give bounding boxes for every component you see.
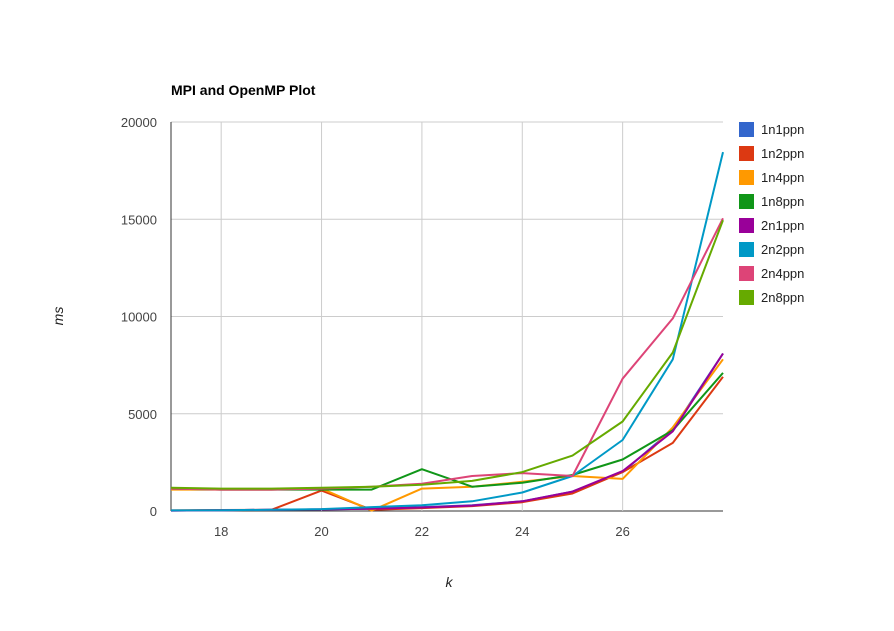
x-tick-label: 22 xyxy=(415,524,429,539)
series-line-2n8ppn xyxy=(170,219,724,490)
x-axis-title: k xyxy=(446,574,454,590)
y-tick-label: 20000 xyxy=(121,115,157,130)
legend-label: 1n4ppn xyxy=(761,170,804,185)
series-line-2n2ppn xyxy=(170,151,724,512)
legend-swatch-1n8ppn xyxy=(739,194,754,209)
legend-label: 2n8ppn xyxy=(761,290,804,305)
x-tick-label: 26 xyxy=(615,524,629,539)
y-tick-label: 5000 xyxy=(128,407,157,422)
series-line-1n8ppn xyxy=(170,372,724,491)
x-tick-label: 24 xyxy=(515,524,529,539)
legend-swatch-2n2ppn xyxy=(739,242,754,257)
legend-swatch-2n4ppn xyxy=(739,266,754,281)
legend-swatch-1n1ppn xyxy=(739,122,754,137)
legend-swatch-1n2ppn xyxy=(739,146,754,161)
x-tick-label: 20 xyxy=(314,524,328,539)
legend-swatch-2n1ppn xyxy=(739,218,754,233)
y-tick-label: 10000 xyxy=(121,310,157,325)
legend-label: 2n2ppn xyxy=(761,242,804,257)
y-ticks: 0 5000 10000 15000 20000 xyxy=(121,115,157,519)
legend-label: 2n4ppn xyxy=(761,266,804,281)
legend: 1n1ppn 1n2ppn 1n4ppn 1n8ppn 2n1ppn 2n2ppn 2n4p… xyxy=(739,122,804,305)
legend-swatch-1n4ppn xyxy=(739,170,754,185)
x-tick-label: 18 xyxy=(214,524,228,539)
legend-label: 2n1ppn xyxy=(761,218,804,233)
series-line-2n4ppn xyxy=(170,217,724,491)
x-ticks: 18 20 22 24 26 xyxy=(214,524,630,539)
chart-title: MPI and OpenMP Plot xyxy=(171,82,316,98)
y-tick-label: 15000 xyxy=(121,212,157,227)
y-tick-label: 0 xyxy=(150,504,157,519)
y-axis-title: ms xyxy=(50,307,66,326)
legend-label: 1n1ppn xyxy=(761,122,804,137)
legend-label: 1n2ppn xyxy=(761,146,804,161)
series-lines xyxy=(170,151,724,512)
legend-swatch-2n8ppn xyxy=(739,290,754,305)
legend-label: 1n8ppn xyxy=(761,194,804,209)
grid xyxy=(170,121,723,512)
